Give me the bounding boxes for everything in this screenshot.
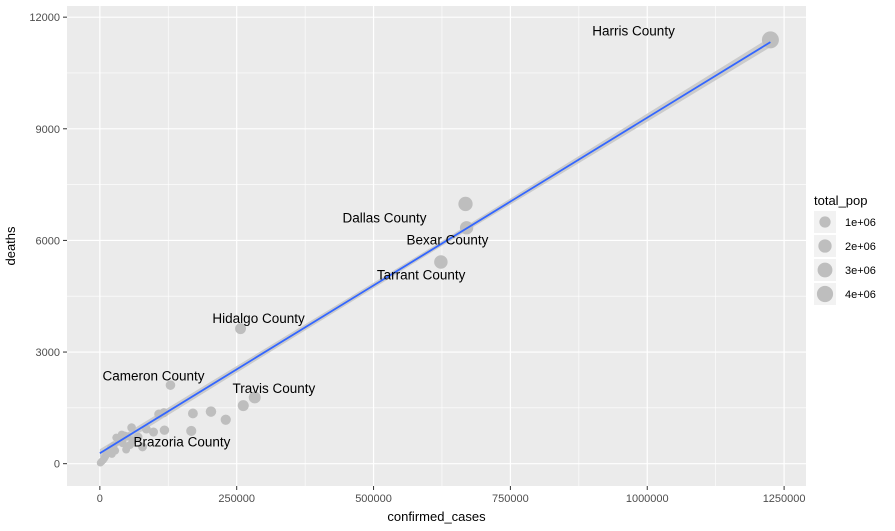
trend-line [99,41,771,455]
grid-layer [67,6,806,486]
data-point [187,408,198,419]
point-label: Bexar County [407,233,489,248]
legend: total_pop 1e+06 2e+06 3e+06 4e+06 [814,193,876,305]
legend-label: 4e+06 [845,289,876,301]
data-point [248,391,261,404]
point-label: Tarrant County [377,267,466,282]
legend-key-point [817,262,833,278]
data-point [235,323,247,335]
y-tick-label: 12000 [29,12,60,24]
y-tick-label: 3000 [36,347,60,359]
data-point [205,406,217,417]
y-tick-label: 0 [54,459,60,471]
y-tick-label: 9000 [36,124,60,136]
x-tick-label: 750000 [492,493,529,505]
x-tick-label: 250000 [218,493,255,505]
legend-key-point [818,239,832,253]
data-point [112,433,121,442]
legend-label: 2e+06 [845,241,876,253]
data-point [186,425,197,437]
x-tick-label: 1250000 [763,493,806,505]
point-label: Cameron County [102,369,204,384]
legend-key-point [819,216,831,228]
data-point [458,196,473,212]
legend-label: 3e+06 [845,265,876,277]
x-tick-label: 1000000 [626,493,669,505]
data-point [96,459,105,467]
point-label: Hidalgo County [212,311,305,326]
y-tick-label: 6000 [36,235,60,247]
axes-layer: 0 250000 500000 750000 1000000 1250000 0 3000 60… [29,12,805,505]
point-label: Dallas County [342,210,426,225]
data-point [138,442,147,452]
data-point [159,425,170,435]
legend-title: total_pop [814,193,868,208]
point-labels-layer: Harris County Dallas County Bexar County Ta… [102,24,675,450]
point-label: Harris County [592,24,675,39]
trend-line-layer [99,41,771,455]
legend-label: 1e+06 [845,217,876,229]
data-point [148,427,159,437]
y-axis-title: deaths [3,226,18,266]
data-point [125,441,134,450]
point-label: Brazoria County [134,434,231,449]
data-point [165,380,176,390]
data-point [237,400,249,412]
point-label: Travis County [233,381,316,396]
x-tick-label: 500000 [355,493,392,505]
legend-items: 1e+06 2e+06 3e+06 4e+06 [814,211,876,305]
data-point [127,423,136,432]
x-axis-title: confirmed_cases [387,509,486,524]
x-tick-label: 0 [97,493,103,505]
data-point [220,414,231,425]
data-point [107,450,116,458]
legend-key-point [816,285,834,303]
data-point [434,255,448,269]
